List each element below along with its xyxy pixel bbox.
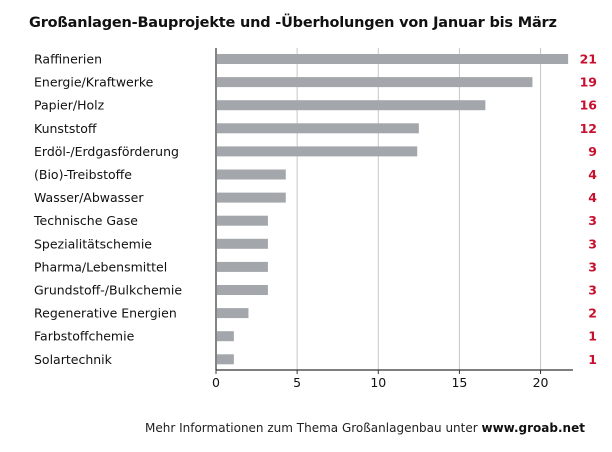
category-label: Grundstoff-/Bulkchemie <box>34 283 182 298</box>
bar <box>217 192 286 203</box>
bar <box>217 331 234 342</box>
bar <box>217 169 286 180</box>
category-label: Technische Gase <box>33 213 138 228</box>
value-label: 21 <box>580 52 597 67</box>
bar <box>217 354 234 365</box>
bar <box>217 123 419 134</box>
category-label: Spezialitätschemie <box>34 236 152 251</box>
x-tick-label: 0 <box>212 375 220 390</box>
value-label: 16 <box>580 98 598 113</box>
category-label: Pharma/Lebensmittel <box>34 259 167 274</box>
value-label: 3 <box>588 259 597 274</box>
category-label: Regenerative Energien <box>34 306 177 321</box>
value-label: 2 <box>588 306 597 321</box>
value-label: 19 <box>580 75 597 90</box>
value-label: 3 <box>588 213 597 228</box>
bar <box>217 146 418 157</box>
footer-text: Mehr Informationen zum Thema Großanlagen… <box>145 421 482 435</box>
category-label: Papier/Holz <box>34 98 105 113</box>
category-label: Wasser/Abwasser <box>34 190 144 205</box>
category-label: Raffinerien <box>34 52 102 67</box>
x-tick-label: 5 <box>293 375 301 390</box>
x-tick-label: 20 <box>533 375 549 390</box>
bar <box>217 215 268 226</box>
bar <box>217 285 268 295</box>
value-label: 3 <box>588 236 597 251</box>
value-label: 3 <box>588 283 597 298</box>
value-label: 9 <box>588 144 597 159</box>
value-label: 1 <box>588 352 597 367</box>
bar <box>217 77 533 88</box>
bar <box>217 100 486 111</box>
footer-link[interactable]: www.groab.net <box>481 421 585 435</box>
bar <box>217 238 268 249</box>
x-tick-label: 10 <box>370 375 386 390</box>
category-label: Kunststoff <box>34 121 97 136</box>
category-label: Solartechnik <box>34 352 113 367</box>
category-label: (Bio)-Treibstoffe <box>34 167 132 182</box>
bar <box>217 261 268 272</box>
bar <box>217 54 569 64</box>
value-label: 12 <box>580 121 597 136</box>
footer-note: Mehr Informationen zum Thema Großanlagen… <box>145 421 585 435</box>
x-tick-label: 15 <box>451 375 467 390</box>
value-label: 1 <box>588 329 597 344</box>
category-label: Farbstoffchemie <box>34 329 135 344</box>
category-label: Erdöl-/Erdgasförderung <box>34 144 179 159</box>
value-label: 4 <box>588 190 597 205</box>
bar <box>217 308 249 319</box>
chart-title: Großanlagen-Bauprojekte und -Überholunge… <box>29 15 557 31</box>
value-label: 4 <box>588 167 597 182</box>
category-label: Energie/Kraftwerke <box>34 75 154 90</box>
